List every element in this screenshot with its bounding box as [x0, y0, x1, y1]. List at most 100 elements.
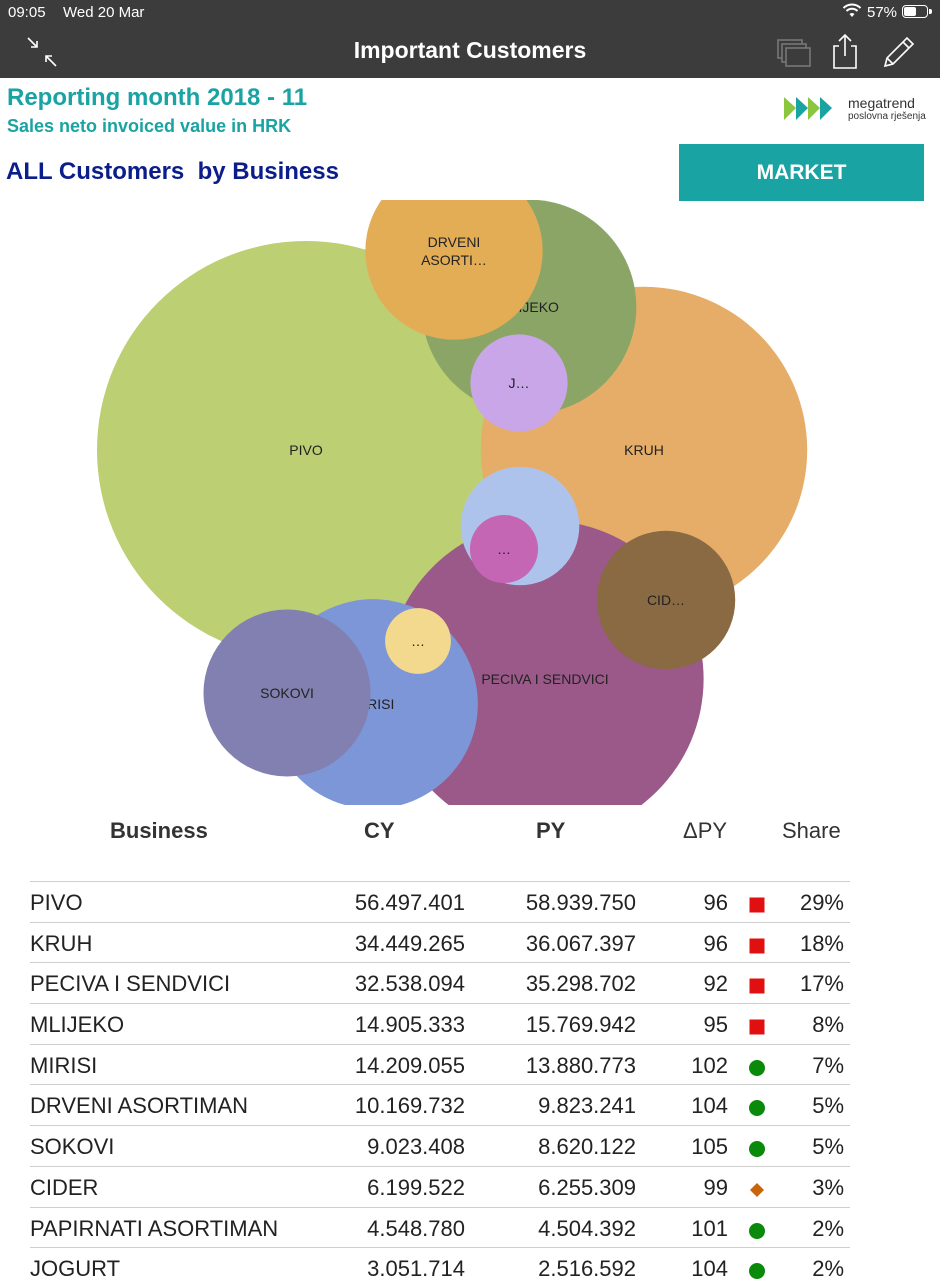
share-cell: 18% — [799, 930, 844, 956]
bubble-circle[interactable] — [385, 608, 451, 674]
business-name-cell: SOKOVI — [30, 1134, 115, 1160]
table-row[interactable]: KRUH 34.449.265 36.067.397 96 18% — [30, 921, 850, 963]
status-time: 09:05 — [8, 4, 46, 21]
green-circle-icon — [749, 1222, 765, 1239]
business-name-cell: PIVO — [30, 890, 83, 915]
bubble-circle[interactable] — [97, 241, 515, 659]
bubble-label: SOKOVI — [260, 685, 314, 701]
share-cell: 5% — [812, 1093, 844, 1119]
battery-icon — [902, 5, 932, 18]
bubble-circle[interactable] — [470, 334, 568, 432]
report-subtitle: Sales neto invoiced value in HRK — [7, 116, 292, 136]
table-row[interactable]: MLIJEKO 14.905.333 15.769.942 95 8% — [30, 1003, 850, 1044]
share-cell: 5% — [812, 1134, 844, 1160]
table-row[interactable]: PECIVA I SENDVICI 32.538.094 35.298.702 92 1… — [30, 962, 850, 1003]
bubble-circle[interactable] — [596, 530, 736, 670]
share-cell: 2% — [812, 1256, 844, 1282]
py-cell: 4.504.392 — [538, 1215, 636, 1241]
table-row[interactable]: PAPIRNATI ASORTIMAN 4.548.780 4.504.392 101… — [30, 1206, 850, 1248]
green-circle-icon — [749, 1141, 765, 1158]
bubble-10[interactable]: J… — [470, 334, 568, 432]
business-name-cell: DRVENI ASORTIMAN — [30, 1093, 249, 1119]
header-py[interactable]: PY — [536, 818, 566, 843]
status-bar: 09:05 Wed 20 Mar 57% — [0, 0, 940, 24]
table-row[interactable]: CIDER 6.199.522 6.255.309 99 3% — [30, 1165, 850, 1207]
bubble-label: PECIVA I SENDVICI — [481, 671, 608, 687]
business-table: PIVO 56.497.401 58.939.750 96 29% KRUH 34.449.… — [30, 881, 850, 1288]
bubble-12[interactable]: … — [385, 608, 451, 674]
window-switch-icon[interactable] — [775, 32, 813, 70]
table-row[interactable]: DRVENI ASORTIMAN 10.169.732 9.823.241 104 5% — [30, 1084, 850, 1125]
report-title: Reporting month 2018 - 11 — [7, 84, 308, 111]
bubble-label: KRUH — [624, 442, 664, 458]
py-cell: 58.939.750 — [525, 890, 636, 915]
bubble-circle[interactable] — [365, 200, 543, 340]
green-circle-icon — [749, 1100, 765, 1117]
bubble-label: PIVO — [289, 442, 323, 458]
header-cy[interactable]: CY — [364, 818, 395, 843]
bubble-11[interactable]: … — [469, 514, 539, 584]
table-row[interactable]: SOKOVI 9.023.408 8.620.122 105 5% — [30, 1125, 850, 1166]
cy-cell: 34.449.265 — [354, 930, 465, 956]
delta-py-cell: 95 — [703, 1012, 728, 1038]
cy-cell: 14.905.333 — [354, 1012, 465, 1038]
delta-py-cell: 104 — [691, 1256, 728, 1282]
delta-py-cell: 96 — [703, 890, 728, 915]
edit-pencil-icon[interactable] — [879, 32, 917, 70]
nav-bar: Important Customers — [0, 24, 940, 78]
py-cell: 6.255.309 — [538, 1174, 636, 1200]
py-cell: 9.823.241 — [538, 1093, 636, 1119]
share-cell: 29% — [799, 890, 844, 915]
share-cell: 8% — [812, 1012, 844, 1038]
cy-cell: 10.169.732 — [354, 1093, 465, 1119]
fullscreen-exit-icon[interactable] — [22, 32, 60, 70]
bubble-label: J… — [509, 375, 530, 391]
bubble-circle[interactable] — [469, 514, 539, 584]
delta-py-cell: 104 — [691, 1093, 728, 1119]
header-share[interactable]: Share — [782, 818, 841, 843]
logo-name: megatrend — [848, 95, 915, 111]
bubble-8[interactable]: CID… — [596, 530, 736, 670]
megatrend-logo — [784, 97, 832, 120]
cy-cell: 14.209.055 — [354, 1052, 465, 1078]
cy-cell: 9.023.408 — [367, 1134, 465, 1160]
header-delta-py[interactable]: ΔPY — [683, 818, 728, 843]
bubble-6[interactable]: DRVENI ASORTI… — [365, 200, 543, 340]
status-date: Wed 20 Mar — [63, 4, 145, 21]
green-circle-icon — [749, 1263, 765, 1280]
delta-py-cell: 99 — [703, 1174, 728, 1200]
table-row[interactable]: PIVO 56.497.401 58.939.750 96 29% — [30, 881, 850, 922]
py-cell: 8.620.122 — [538, 1134, 636, 1160]
table-row[interactable]: JOGURT 3.051.714 2.516.592 104 2% — [30, 1247, 850, 1288]
bubble-circle[interactable] — [203, 609, 371, 777]
share-icon[interactable] — [826, 32, 864, 70]
red-square-icon — [749, 938, 765, 954]
business-name-cell: PECIVA I SENDVICI — [30, 971, 231, 997]
bubble-label: CID… — [647, 592, 685, 608]
bubble-label: … — [497, 541, 511, 557]
red-square-icon — [749, 1019, 765, 1035]
logo-tagline: poslovna rješenja — [848, 111, 926, 122]
section-title: ALL Customers by Business — [6, 158, 339, 185]
business-name-cell: MLIJEKO — [30, 1012, 125, 1038]
red-square-icon — [749, 897, 765, 913]
business-name-cell: MIRISI — [30, 1052, 98, 1078]
bubble-7[interactable]: SOKOVI — [203, 609, 371, 777]
py-cell: 36.067.397 — [525, 930, 636, 956]
table-row[interactable]: MIRISI 14.209.055 13.880.773 102 7% — [30, 1043, 850, 1085]
py-cell: 2.516.592 — [538, 1256, 636, 1282]
header-business[interactable]: Business — [110, 818, 208, 843]
delta-py-cell: 102 — [691, 1052, 728, 1078]
battery-percent: 57% — [867, 4, 898, 21]
bubble-1[interactable]: PIVO — [97, 241, 515, 659]
market-button[interactable]: MARKET — [679, 144, 924, 201]
bubble-label: DRVENI ASORTI… — [421, 234, 487, 268]
cy-cell: 56.497.401 — [354, 890, 465, 915]
business-name-cell: CIDER — [30, 1174, 99, 1200]
green-circle-icon — [749, 1059, 765, 1076]
py-cell: 15.769.942 — [525, 1012, 636, 1038]
delta-py-cell: 92 — [703, 971, 728, 997]
share-cell: 7% — [812, 1052, 844, 1078]
bubble-label: … — [411, 633, 425, 649]
